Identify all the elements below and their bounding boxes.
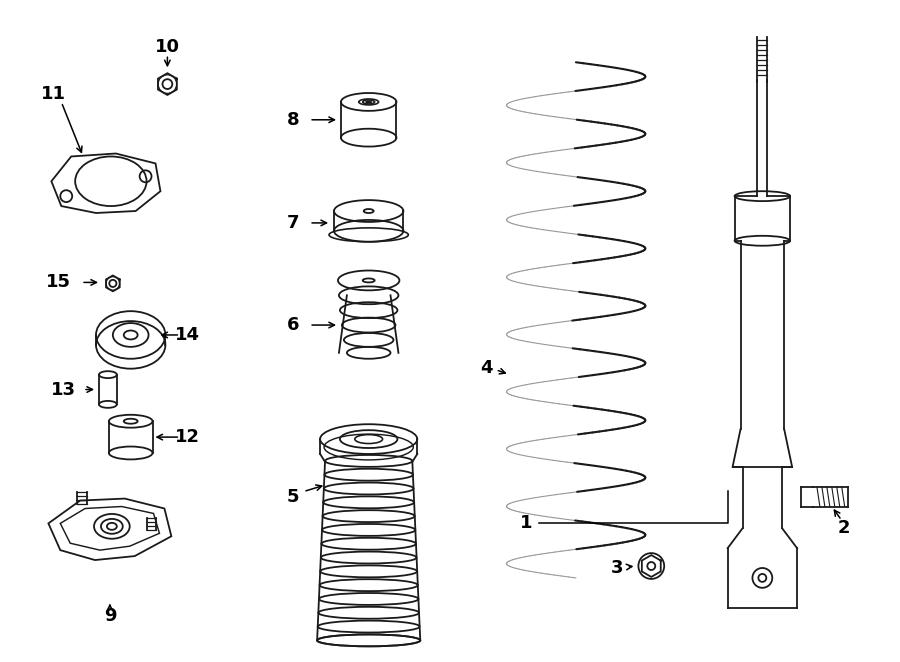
Text: 3: 3	[610, 559, 623, 577]
Text: 14: 14	[175, 326, 200, 344]
Text: 8: 8	[287, 111, 300, 129]
Text: 2: 2	[837, 519, 850, 538]
Text: 9: 9	[104, 606, 116, 624]
Text: 13: 13	[50, 381, 76, 399]
Text: 12: 12	[175, 428, 200, 446]
Text: 5: 5	[287, 488, 300, 506]
Text: 15: 15	[46, 273, 71, 291]
Text: 4: 4	[481, 359, 493, 377]
Text: 6: 6	[287, 316, 300, 334]
Text: 7: 7	[287, 214, 300, 232]
Text: 1: 1	[520, 514, 533, 532]
Text: 10: 10	[155, 38, 180, 56]
Text: 11: 11	[40, 85, 66, 103]
